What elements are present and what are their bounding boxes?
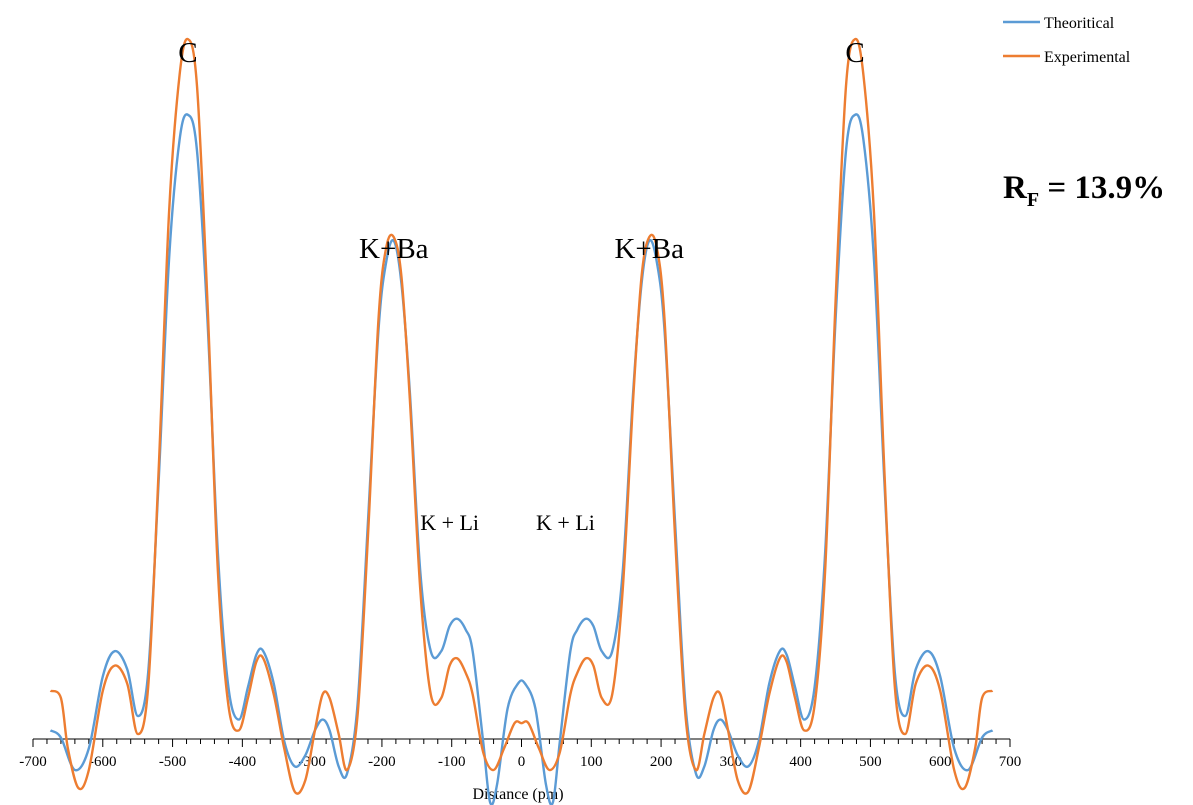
x-tick-label: 700 bbox=[999, 754, 1022, 770]
rf-value: RF = 13.9% bbox=[1003, 170, 1165, 211]
x-axis: -700 -600 -500 -400 -300 -200 -100 0 100 200 300 40… bbox=[19, 738, 1021, 770]
legend-label: Experimental bbox=[1044, 49, 1131, 66]
x-tick-label: 0 bbox=[518, 754, 526, 770]
x-tick-label: 100 bbox=[580, 754, 603, 770]
legend-label: Theoritical bbox=[1044, 15, 1115, 32]
x-tick-label: 200 bbox=[650, 754, 673, 770]
legend: Theoritical Experimental bbox=[1003, 15, 1131, 66]
x-tick-label: -700 bbox=[19, 754, 47, 770]
x-tick-label: 500 bbox=[859, 754, 882, 770]
peak-annotation: K+Ba bbox=[614, 233, 684, 265]
peak-annotation: K + Li bbox=[420, 510, 479, 535]
peak-annotation: K + Li bbox=[536, 510, 595, 535]
series-line-experimental bbox=[49, 37, 994, 795]
x-tick-label: 300 bbox=[720, 754, 743, 770]
rf-rest: = 13.9% bbox=[1039, 170, 1165, 206]
x-tick-label: -600 bbox=[89, 754, 117, 770]
rf-main: R bbox=[1003, 170, 1028, 206]
rf-subscript: F bbox=[1027, 189, 1039, 211]
x-tick-label: -200 bbox=[368, 754, 396, 770]
x-tick-label: 400 bbox=[789, 754, 812, 770]
x-tick-label: -300 bbox=[298, 754, 326, 770]
x-tick-label: -100 bbox=[438, 754, 466, 770]
peak-annotation: C bbox=[845, 37, 864, 69]
x-tick-label: -400 bbox=[229, 754, 257, 770]
x-tick-label: 600 bbox=[929, 754, 952, 770]
peak-annotation: K+Ba bbox=[359, 233, 429, 265]
x-tick-label: -500 bbox=[159, 754, 187, 770]
series-line-theoritical bbox=[49, 113, 994, 805]
peak-annotations: C K+Ba K + Li K + Li K+Ba C bbox=[178, 37, 864, 535]
x-ticks: -700 -600 -500 -400 -300 -200 -100 0 100 200 300 40… bbox=[19, 739, 1021, 770]
peak-annotation: C bbox=[178, 37, 197, 69]
series-group bbox=[49, 37, 994, 805]
